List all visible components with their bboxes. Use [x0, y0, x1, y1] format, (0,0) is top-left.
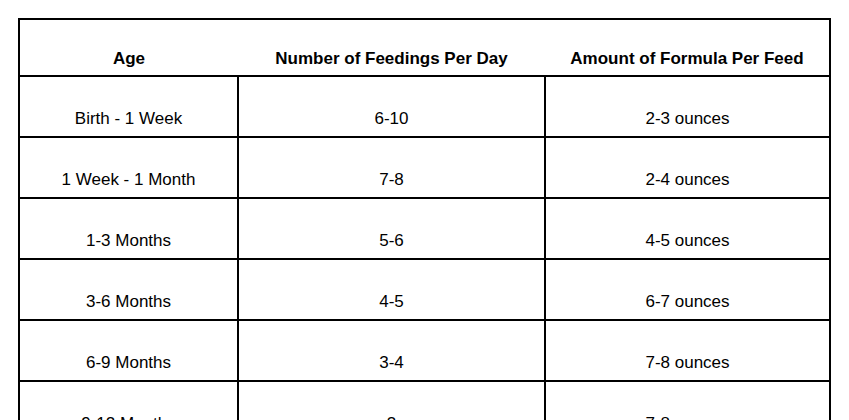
cell-amount: 7-8 ounces	[545, 381, 830, 420]
table-row: 1 Week - 1 Month 7-8 2-4 ounces	[19, 137, 830, 198]
cell-feedings: 3-4	[238, 320, 545, 381]
table-row: 9-12 Months 3 7-8 ounces	[19, 381, 830, 420]
cell-feedings: 6-10	[238, 76, 545, 137]
header-row: Age Number of Feedings Per Day Amount of…	[19, 19, 830, 76]
cell-age: Birth - 1 Week	[19, 76, 238, 137]
cell-amount: 2-4 ounces	[545, 137, 830, 198]
header-cell-age: Age	[19, 19, 238, 76]
cell-age: 3-6 Months	[19, 259, 238, 320]
cell-amount: 6-7 ounces	[545, 259, 830, 320]
cell-age: 1-3 Months	[19, 198, 238, 259]
table-row: Birth - 1 Week 6-10 2-3 ounces	[19, 76, 830, 137]
formula-feeding-table: Age Number of Feedings Per Day Amount of…	[18, 18, 831, 420]
cell-amount: 7-8 ounces	[545, 320, 830, 381]
page: Age Number of Feedings Per Day Amount of…	[0, 0, 849, 420]
cell-age: 1 Week - 1 Month	[19, 137, 238, 198]
cell-age: 6-9 Months	[19, 320, 238, 381]
cell-feedings: 4-5	[238, 259, 545, 320]
cell-age: 9-12 Months	[19, 381, 238, 420]
table-row: 6-9 Months 3-4 7-8 ounces	[19, 320, 830, 381]
table-row: 3-6 Months 4-5 6-7 ounces	[19, 259, 830, 320]
table-row: 1-3 Months 5-6 4-5 ounces	[19, 198, 830, 259]
cell-feedings: 3	[238, 381, 545, 420]
cell-amount: 2-3 ounces	[545, 76, 830, 137]
cell-feedings: 5-6	[238, 198, 545, 259]
cell-feedings: 7-8	[238, 137, 545, 198]
cell-amount: 4-5 ounces	[545, 198, 830, 259]
header-cell-amount: Amount of Formula Per Feed	[545, 19, 830, 76]
header-cell-feedings: Number of Feedings Per Day	[238, 19, 545, 76]
